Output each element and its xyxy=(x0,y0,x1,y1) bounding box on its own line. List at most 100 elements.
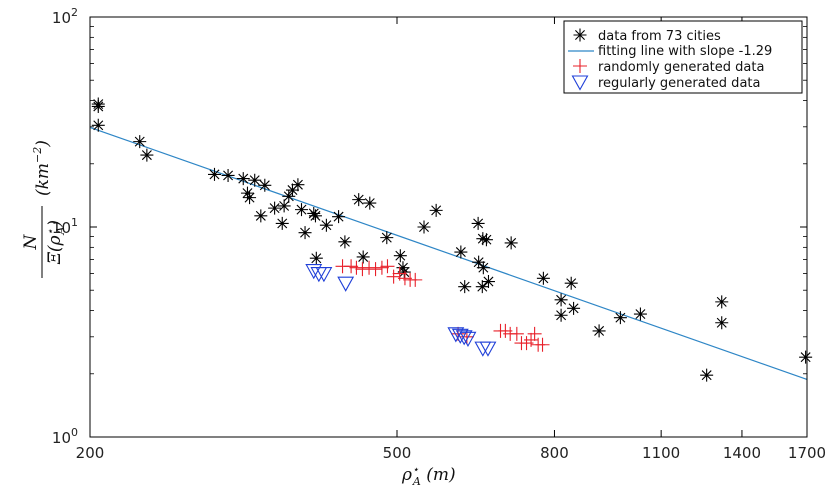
y-label-denominator: Ξ(ρ⋆A) xyxy=(44,220,67,265)
city-point xyxy=(258,178,272,192)
regular-point xyxy=(315,267,333,283)
city-point xyxy=(254,209,268,223)
city-point xyxy=(396,261,410,275)
city-point xyxy=(458,280,472,294)
y-tick-label: 101 xyxy=(52,216,78,237)
regular-point xyxy=(459,331,477,347)
city-point xyxy=(338,235,352,249)
x-tick-label: 500 xyxy=(383,444,412,462)
city-point xyxy=(285,183,299,197)
city-point xyxy=(352,193,366,207)
city-point xyxy=(221,168,235,182)
city-point xyxy=(91,118,105,132)
city-point xyxy=(140,148,154,162)
legend-label-cities: data from 73 cities xyxy=(598,29,721,44)
city-point xyxy=(799,350,813,364)
y-label-numerator: N xyxy=(21,233,41,250)
city-point xyxy=(294,203,308,217)
city-point xyxy=(319,218,333,232)
random-point xyxy=(386,269,401,284)
city-point xyxy=(277,199,291,213)
random-point xyxy=(408,272,423,287)
y-axis-label: N Ξ(ρ⋆A) (km−2) xyxy=(21,140,67,278)
city-point xyxy=(332,210,346,224)
random-point xyxy=(349,260,364,275)
city-point xyxy=(564,276,578,290)
regular-point xyxy=(447,327,465,343)
legend-marker-regular xyxy=(571,75,589,91)
random-point xyxy=(362,260,377,275)
city-point xyxy=(471,216,485,230)
y-tick-label: 102 xyxy=(52,6,78,27)
city-point xyxy=(308,209,322,223)
city-point xyxy=(429,203,443,217)
city-point xyxy=(476,261,490,275)
city-point xyxy=(481,275,495,289)
city-point xyxy=(592,324,606,338)
random-point xyxy=(535,337,550,352)
axes-box xyxy=(89,16,808,438)
city-point xyxy=(268,201,282,215)
x-tick-label: 800 xyxy=(540,444,569,462)
city-point xyxy=(207,167,221,181)
y-label-unit: (km−2) xyxy=(31,140,53,196)
city-point xyxy=(243,191,257,205)
random-point xyxy=(344,259,359,274)
y-tick-label: 100 xyxy=(52,426,78,447)
city-point xyxy=(91,99,105,113)
data-layer xyxy=(89,97,813,382)
city-point xyxy=(454,245,468,259)
city-point xyxy=(275,216,289,230)
regular-point xyxy=(479,341,497,357)
city-point xyxy=(536,271,550,285)
random-point xyxy=(509,326,524,341)
city-point xyxy=(633,307,647,321)
city-point xyxy=(363,196,377,210)
legend: data from 73 cities fitting line with sl… xyxy=(563,20,803,94)
random-point xyxy=(524,332,539,347)
random-point xyxy=(368,262,383,277)
regular-point xyxy=(455,330,473,346)
random-point xyxy=(355,262,370,277)
city-point xyxy=(613,311,627,325)
city-point xyxy=(554,308,568,322)
legend-marker-random xyxy=(573,59,587,73)
city-point xyxy=(291,178,305,192)
random-point xyxy=(374,260,389,275)
legend-markers xyxy=(568,28,594,91)
legend-label-random: randomly generated data xyxy=(598,60,764,75)
city-point xyxy=(472,255,486,269)
legend-box xyxy=(563,20,803,94)
city-point xyxy=(567,301,581,315)
fit-line xyxy=(89,126,808,380)
city-point xyxy=(554,293,568,307)
legend-marker-cities xyxy=(573,28,587,42)
city-point xyxy=(236,172,250,186)
legend-label-regular: regularly generated data xyxy=(598,76,760,91)
city-point xyxy=(476,232,490,246)
city-point xyxy=(393,249,407,263)
city-point xyxy=(479,233,493,247)
legend-label-fit: fitting line with slope -1.29 xyxy=(598,44,772,59)
city-point xyxy=(380,231,394,245)
city-point xyxy=(133,135,147,149)
random-point xyxy=(527,326,542,341)
regular-point xyxy=(337,276,355,292)
x-tick-label: 1100 xyxy=(642,444,680,462)
city-point xyxy=(309,251,323,265)
city-point xyxy=(504,236,518,250)
regular-point xyxy=(305,264,323,280)
city-point xyxy=(248,173,262,187)
city-point xyxy=(282,189,296,203)
city-point xyxy=(397,265,411,279)
city-point xyxy=(475,280,489,294)
city-point xyxy=(240,186,254,200)
city-point xyxy=(715,295,729,309)
city-point xyxy=(356,250,370,264)
x-tick-label: 1400 xyxy=(723,444,761,462)
regular-point xyxy=(451,328,469,344)
city-point xyxy=(700,368,714,382)
city-point xyxy=(417,220,431,234)
city-point xyxy=(715,316,729,330)
